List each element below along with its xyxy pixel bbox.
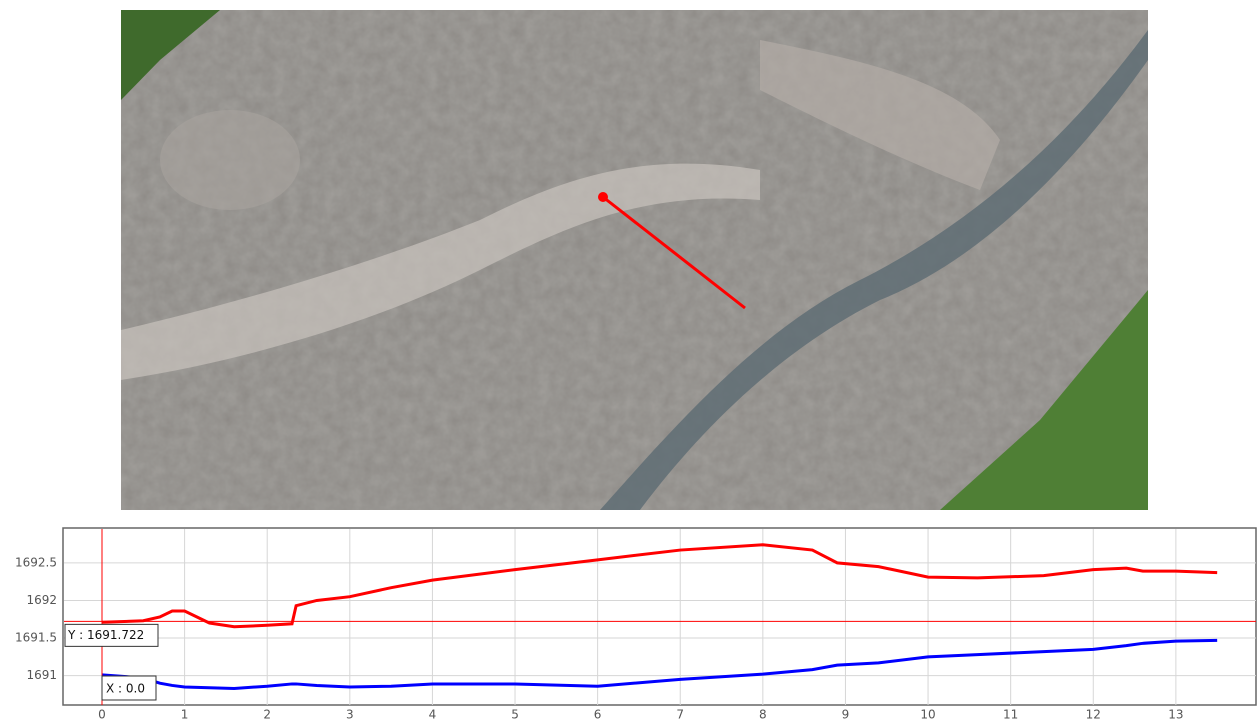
y-tick-label: 1691.5	[15, 631, 57, 645]
x-tick-label: 3	[346, 708, 354, 722]
x-tick-label: 10	[920, 708, 935, 722]
x-tick-label: 5	[511, 708, 519, 722]
x-tick-label: 11	[1003, 708, 1018, 722]
crosshair-x-label: X : 0.0	[106, 682, 145, 696]
chart-frame	[63, 528, 1256, 705]
y-tick-label: 1691	[26, 668, 57, 682]
y-tick-label: 1692.5	[15, 555, 57, 569]
x-tick-label: 7	[676, 708, 684, 722]
page: 01234567891011121316911691.516921692.5Y …	[0, 0, 1257, 721]
y-tick-label: 1692	[26, 593, 57, 607]
x-tick-label: 1	[181, 708, 189, 722]
x-tick-label: 13	[1168, 708, 1183, 722]
crosshair-y-label: Y : 1691.722	[67, 628, 144, 642]
x-tick-label: 9	[842, 708, 850, 722]
profile-line	[102, 640, 1217, 688]
screen: 01234567891011121316911691.516921692.5Y …	[0, 0, 1257, 721]
profile-line	[102, 545, 1217, 627]
x-tick-label: 4	[429, 708, 437, 722]
x-tick-label: 6	[594, 708, 602, 722]
x-tick-label: 8	[759, 708, 767, 722]
x-tick-label: 12	[1086, 708, 1101, 722]
x-tick-label: 2	[263, 708, 271, 722]
x-tick-label: 0	[98, 708, 106, 722]
aerial-image	[121, 10, 1148, 510]
